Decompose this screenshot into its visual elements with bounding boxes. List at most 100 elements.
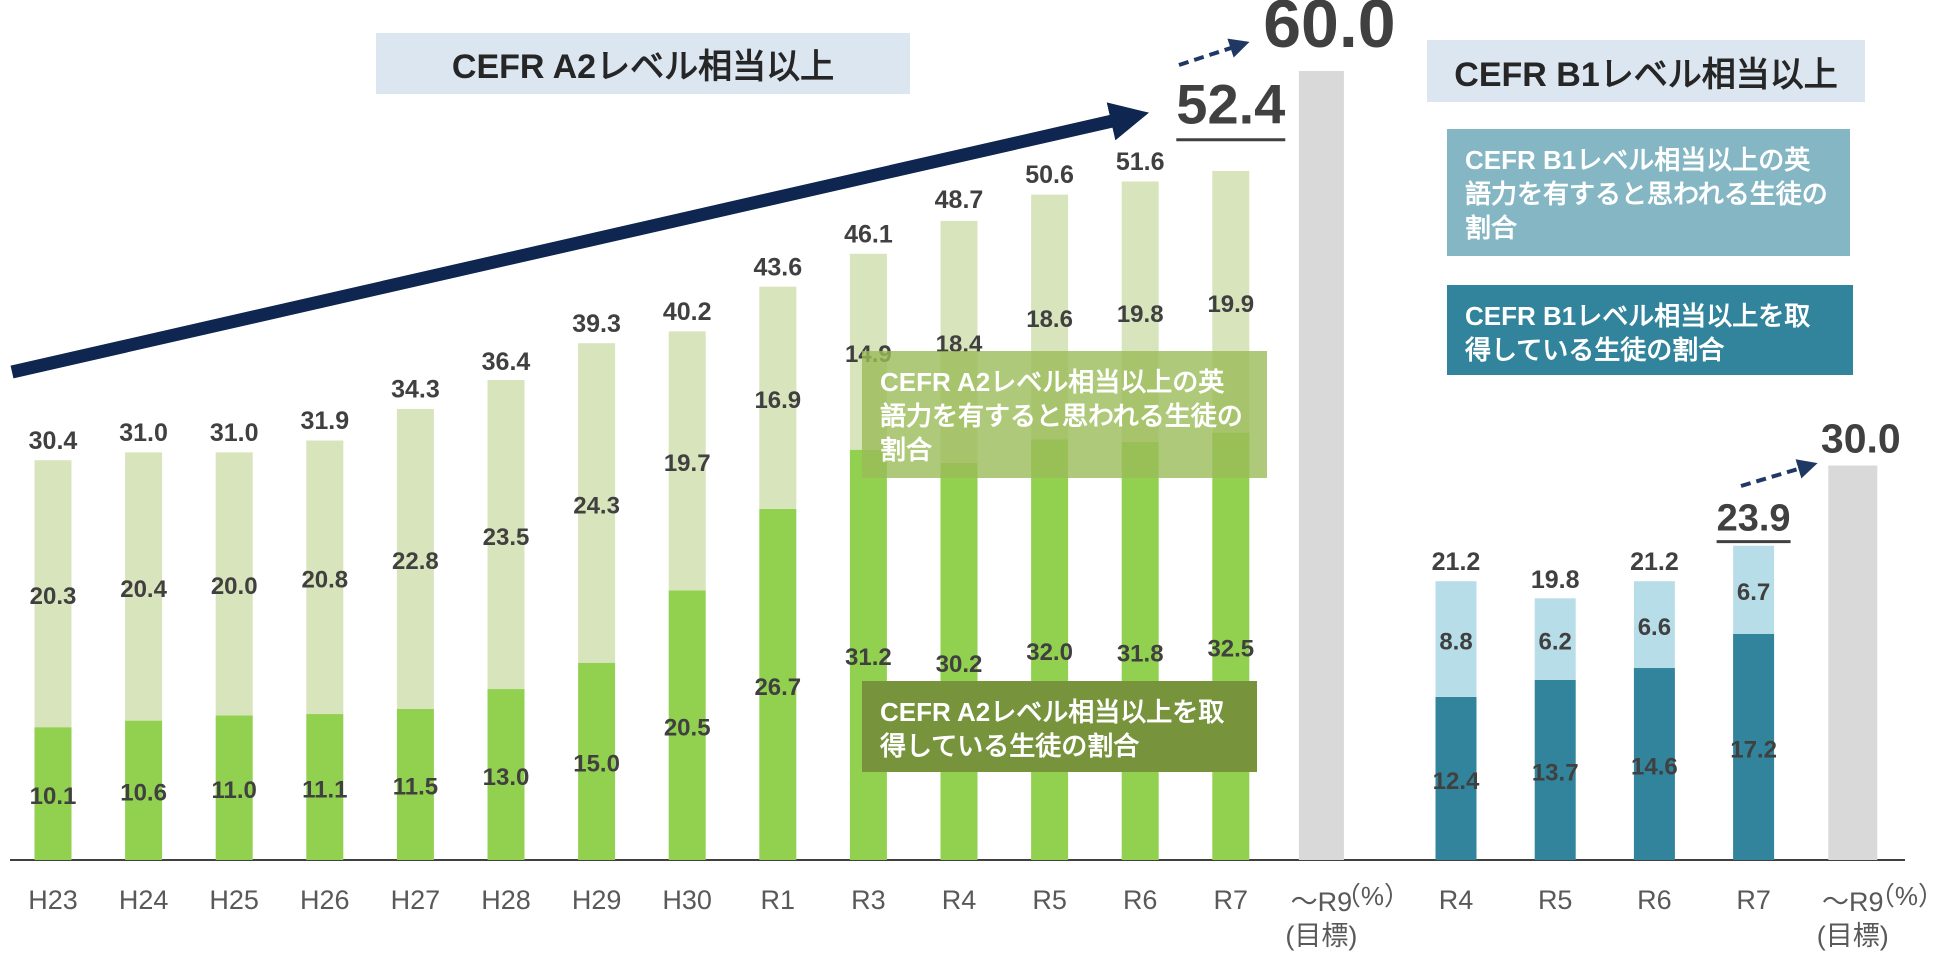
bar-segment: [1534, 598, 1576, 680]
bar-segment: [487, 689, 525, 860]
legend-entry: CEFR A2レベル相当以上の英語力を有すると思われる生徒の割合: [862, 351, 1267, 478]
value-label: 20.3: [30, 583, 77, 610]
legend-entry: CEFR B1レベル相当以上の英語力を有すると思われる生徒の割合: [1447, 129, 1850, 256]
x-tick-label: R7: [1214, 885, 1249, 915]
x-tick-label: H30: [662, 885, 712, 915]
value-label: 10.1: [30, 783, 77, 810]
total-label: 19.8: [1531, 566, 1580, 594]
value-label: 31.8: [1117, 640, 1164, 667]
x-tick-label: R6: [1637, 885, 1672, 915]
total-label: 21.2: [1432, 548, 1481, 576]
value-label: 20.8: [301, 567, 348, 594]
value-label: 11.0: [212, 777, 257, 804]
x-tick-label: R1: [761, 885, 796, 915]
value-label: 14.6: [1631, 753, 1678, 780]
value-label: 19.9: [1207, 291, 1254, 318]
total-label: 34.3: [391, 376, 440, 404]
value-label: 18.6: [1026, 306, 1073, 333]
x-tick-label: H27: [391, 885, 441, 915]
value-label: 32.5: [1207, 636, 1254, 663]
value-label: 6.6: [1638, 614, 1671, 641]
x-tick-label: H24: [119, 885, 169, 915]
value-label: 11.1: [302, 776, 347, 803]
bar-segment: [1212, 432, 1250, 860]
value-label: 6.2: [1539, 628, 1572, 655]
target-label: 60.0: [1263, 0, 1395, 62]
value-label: 16.9: [754, 387, 801, 414]
unit-label: （%）: [1335, 881, 1410, 911]
bar-segment: [487, 380, 525, 690]
bar-segment: [396, 408, 434, 709]
x-tick-label: H23: [28, 885, 78, 915]
value-label: 6.7: [1737, 579, 1770, 606]
bar-segment: [125, 452, 163, 721]
bar-segment: [1633, 668, 1675, 860]
total-label: 30.4: [29, 427, 78, 455]
bar-segment: [1733, 545, 1775, 634]
value-label: 19.8: [1117, 301, 1164, 328]
value-label: 8.8: [1439, 628, 1472, 655]
total-label-highlight: 52.4: [1176, 73, 1285, 136]
x-tick-label: H26: [300, 885, 350, 915]
chart-title: CEFR B1レベル相当以上: [1427, 40, 1865, 102]
value-label: 17.2: [1730, 736, 1777, 763]
value-label: 11.5: [393, 774, 438, 801]
legend-entry: CEFR A2レベル相当以上を取得している生徒の割合: [862, 681, 1257, 772]
x-tick-label: H25: [209, 885, 259, 915]
value-label: 30.2: [936, 651, 983, 678]
bar-segment: [849, 449, 887, 860]
total-label: 48.7: [935, 186, 984, 214]
bar-segment: [759, 286, 797, 509]
value-label: 19.7: [664, 450, 711, 477]
total-label: 36.4: [482, 348, 531, 376]
value-label: 15.0: [573, 751, 620, 778]
bar-segment: [396, 708, 434, 860]
value-label: 12.4: [1433, 768, 1480, 795]
target-bar: [1298, 71, 1344, 860]
x-tick-label: R4: [942, 885, 977, 915]
value-label: 26.7: [754, 674, 801, 701]
x-tick-label: R7: [1736, 885, 1771, 915]
bar-segment: [34, 727, 72, 860]
total-label: 50.6: [1025, 161, 1074, 189]
value-label: 22.8: [392, 548, 439, 575]
value-label: 13.0: [483, 764, 530, 791]
bar-segment: [1733, 633, 1775, 860]
bar-segment: [1435, 581, 1477, 697]
value-label: 32.0: [1026, 639, 1073, 666]
x-tick-label: R4: [1439, 885, 1474, 915]
bar-segment: [1534, 679, 1576, 860]
value-label: 23.5: [483, 524, 530, 551]
value-label: 31.2: [845, 644, 892, 671]
target-label: 30.0: [1821, 415, 1901, 461]
target-arrow: [1740, 459, 1818, 488]
unit-label: （%）: [1869, 881, 1944, 911]
value-label: 20.4: [120, 576, 167, 603]
total-label: 39.3: [572, 310, 621, 338]
total-label: 31.0: [210, 419, 259, 447]
bar-segment: [668, 331, 706, 591]
total-label: 31.0: [119, 419, 168, 447]
trend-arrow: [10, 102, 1150, 379]
bar-segment: [1031, 439, 1069, 860]
total-label: 31.9: [300, 407, 349, 435]
value-label: 10.6: [120, 780, 167, 807]
total-label: 46.1: [844, 220, 893, 248]
x-tick-label: H29: [572, 885, 622, 915]
x-tick-label: H28: [481, 885, 531, 915]
x-tick-label: R3: [851, 885, 886, 915]
bar-segment: [215, 715, 253, 860]
x-tick-label: R6: [1123, 885, 1158, 915]
bar-segment: [940, 462, 978, 860]
x-tick-label: R5: [1032, 885, 1067, 915]
bar-segment: [668, 590, 706, 860]
total-label: 40.2: [663, 298, 712, 326]
bar-segment: [578, 662, 616, 860]
total-label: 43.6: [753, 253, 802, 281]
bar-segment: [1121, 441, 1159, 860]
bar-segment: [1633, 581, 1675, 669]
bar-segment: [306, 440, 344, 715]
target-bar: [1828, 465, 1878, 860]
